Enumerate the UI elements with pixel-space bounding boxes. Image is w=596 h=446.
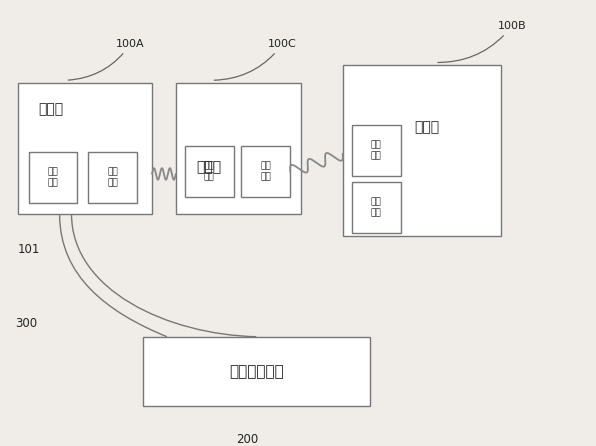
Text: 網線
接口: 網線 接口 <box>107 167 118 188</box>
Text: 攝像頭: 攝像頭 <box>414 120 439 134</box>
Bar <box>18 83 152 214</box>
Bar <box>185 146 234 197</box>
Text: 100A: 100A <box>69 39 145 80</box>
Bar <box>241 146 290 197</box>
Text: 100C: 100C <box>215 39 297 80</box>
Bar <box>352 182 401 233</box>
Text: 后臺終端設備: 后臺終端設備 <box>229 364 284 379</box>
Text: 300: 300 <box>15 317 37 330</box>
Bar <box>352 125 401 176</box>
Text: 網線
接口: 網線 接口 <box>204 161 215 182</box>
Text: 網線
接口: 網線 接口 <box>371 197 381 218</box>
Text: 攝像頭: 攝像頭 <box>197 160 222 174</box>
Text: 網線
接口: 網線 接口 <box>48 167 58 188</box>
Bar <box>143 337 370 406</box>
Text: 101: 101 <box>18 243 41 256</box>
Text: 網線
接口: 網線 接口 <box>260 161 271 182</box>
Bar <box>88 152 137 203</box>
Text: 網線
接口: 網線 接口 <box>371 140 381 161</box>
Bar <box>29 152 77 203</box>
Bar <box>343 65 501 236</box>
Text: 100B: 100B <box>438 21 526 62</box>
Bar <box>176 83 301 214</box>
Text: 攝像頭: 攝像頭 <box>39 102 64 116</box>
Text: 200: 200 <box>236 433 259 446</box>
